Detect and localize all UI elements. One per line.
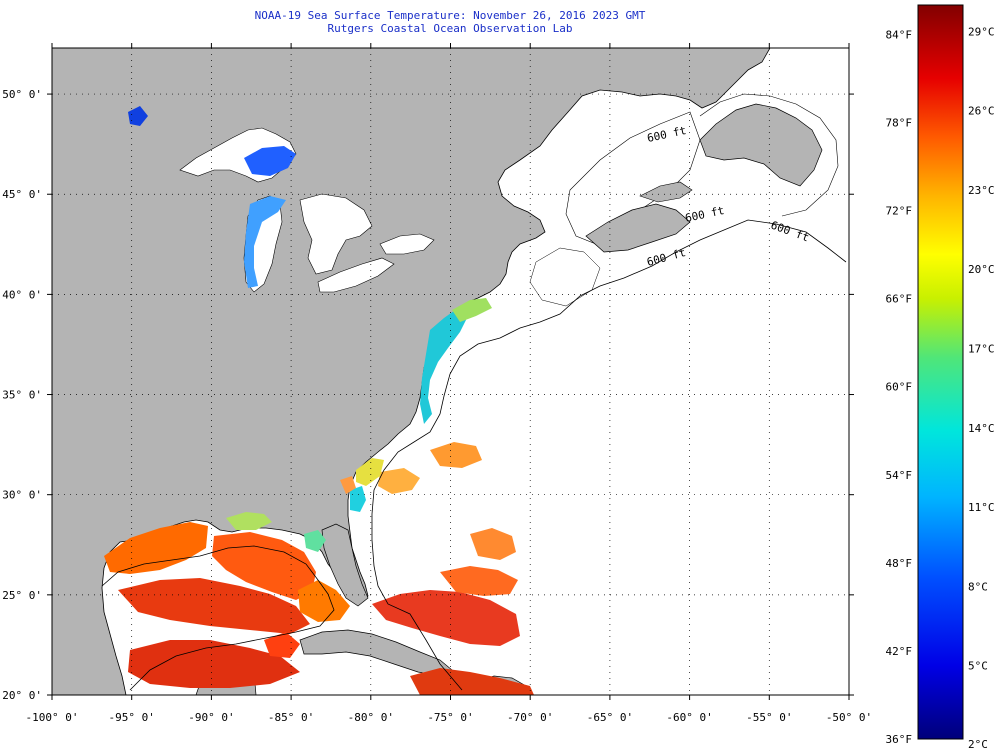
florida (321, 523, 369, 607)
lake-huron (299, 193, 373, 275)
land-mass (52, 48, 771, 695)
colorbar-c-label: 14°C (968, 422, 995, 435)
colorbar-f-label: 54°F (886, 469, 913, 482)
longitude-labels: -100° 0' -95° 0' -90° 0' -85° 0' -80° 0' -75°… (26, 711, 873, 724)
colorbar-c-label: 20°C (968, 263, 995, 276)
lake-erie (317, 257, 395, 293)
gulf-contour (101, 545, 335, 691)
lon-label: -100° 0' (26, 711, 79, 724)
colorbar-c-label: 17°C (968, 343, 995, 356)
colorbar-f-label: 36°F (886, 733, 913, 746)
colorbar-labels: 84°F 78°F 72°F 66°F 60°F 54°F 48°F 42°F 36°F 29°C… (886, 25, 995, 751)
newfoundland-contour (699, 93, 839, 217)
colorbar-c-label: 8°C (968, 580, 988, 593)
sst-patches (104, 106, 534, 695)
lon-label: -55° 0' (746, 711, 792, 724)
lon-label: -85° 0' (268, 711, 314, 724)
lat-label: 40° 0' (2, 288, 42, 301)
lat-label: 35° 0' (2, 389, 42, 402)
nova-scotia (585, 203, 691, 253)
colorbar-f-label: 42°F (886, 645, 913, 658)
colorbar-f-label: 72°F (886, 205, 913, 218)
graticule (52, 48, 849, 695)
axis-ticks (47, 43, 854, 700)
map-title: NOAA-19 Sea Surface Temperature: Novembe… (254, 9, 646, 22)
colorbar-c-label: 11°C (968, 501, 995, 514)
lat-label: 20° 0' (2, 689, 42, 702)
colorbar-f-label: 78°F (886, 116, 913, 129)
colorbar-c-label: 26°C (968, 105, 995, 118)
colorbar-c-label: 2°C (968, 738, 988, 751)
map-subtitle: Rutgers Coastal Ocean Observation Lab (327, 22, 573, 35)
newfoundland (699, 103, 823, 187)
colorbar-f-label: 84°F (886, 28, 913, 41)
lon-label: -50° 0' (826, 711, 872, 724)
lat-label: 30° 0' (2, 489, 42, 502)
lon-label: -60° 0' (666, 711, 712, 724)
colorbar-f-label: 66°F (886, 293, 913, 306)
lat-label: 25° 0' (2, 589, 42, 602)
colorbar-f-label: 48°F (886, 557, 913, 570)
prince-edward-island (639, 181, 693, 203)
colorbar-f-label: 60°F (886, 381, 913, 394)
latitude-labels: 20° 0' 25° 0' 30° 0' 35° 0' 40° 0' 45° 0' 50° … (2, 88, 42, 702)
lon-label: -90° 0' (188, 711, 234, 724)
colorbar (917, 4, 964, 740)
gulf-st-lawrence (565, 111, 701, 245)
colorbar-c-label: 5°C (968, 660, 988, 673)
lat-label: 45° 0' (2, 188, 42, 201)
colorbar-c-label: 23°C (968, 184, 995, 197)
map-plot-area (52, 48, 849, 695)
lon-label: -75° 0' (427, 711, 473, 724)
bathymetry-contour (371, 219, 847, 691)
lon-label: -65° 0' (587, 711, 633, 724)
lon-label: -70° 0' (507, 711, 553, 724)
colorbar-c-label: 29°C (968, 25, 995, 38)
lat-label: 50° 0' (2, 88, 42, 101)
lake-ontario (379, 233, 435, 255)
lon-label: -95° 0' (109, 711, 155, 724)
lon-label: -80° 0' (348, 711, 394, 724)
